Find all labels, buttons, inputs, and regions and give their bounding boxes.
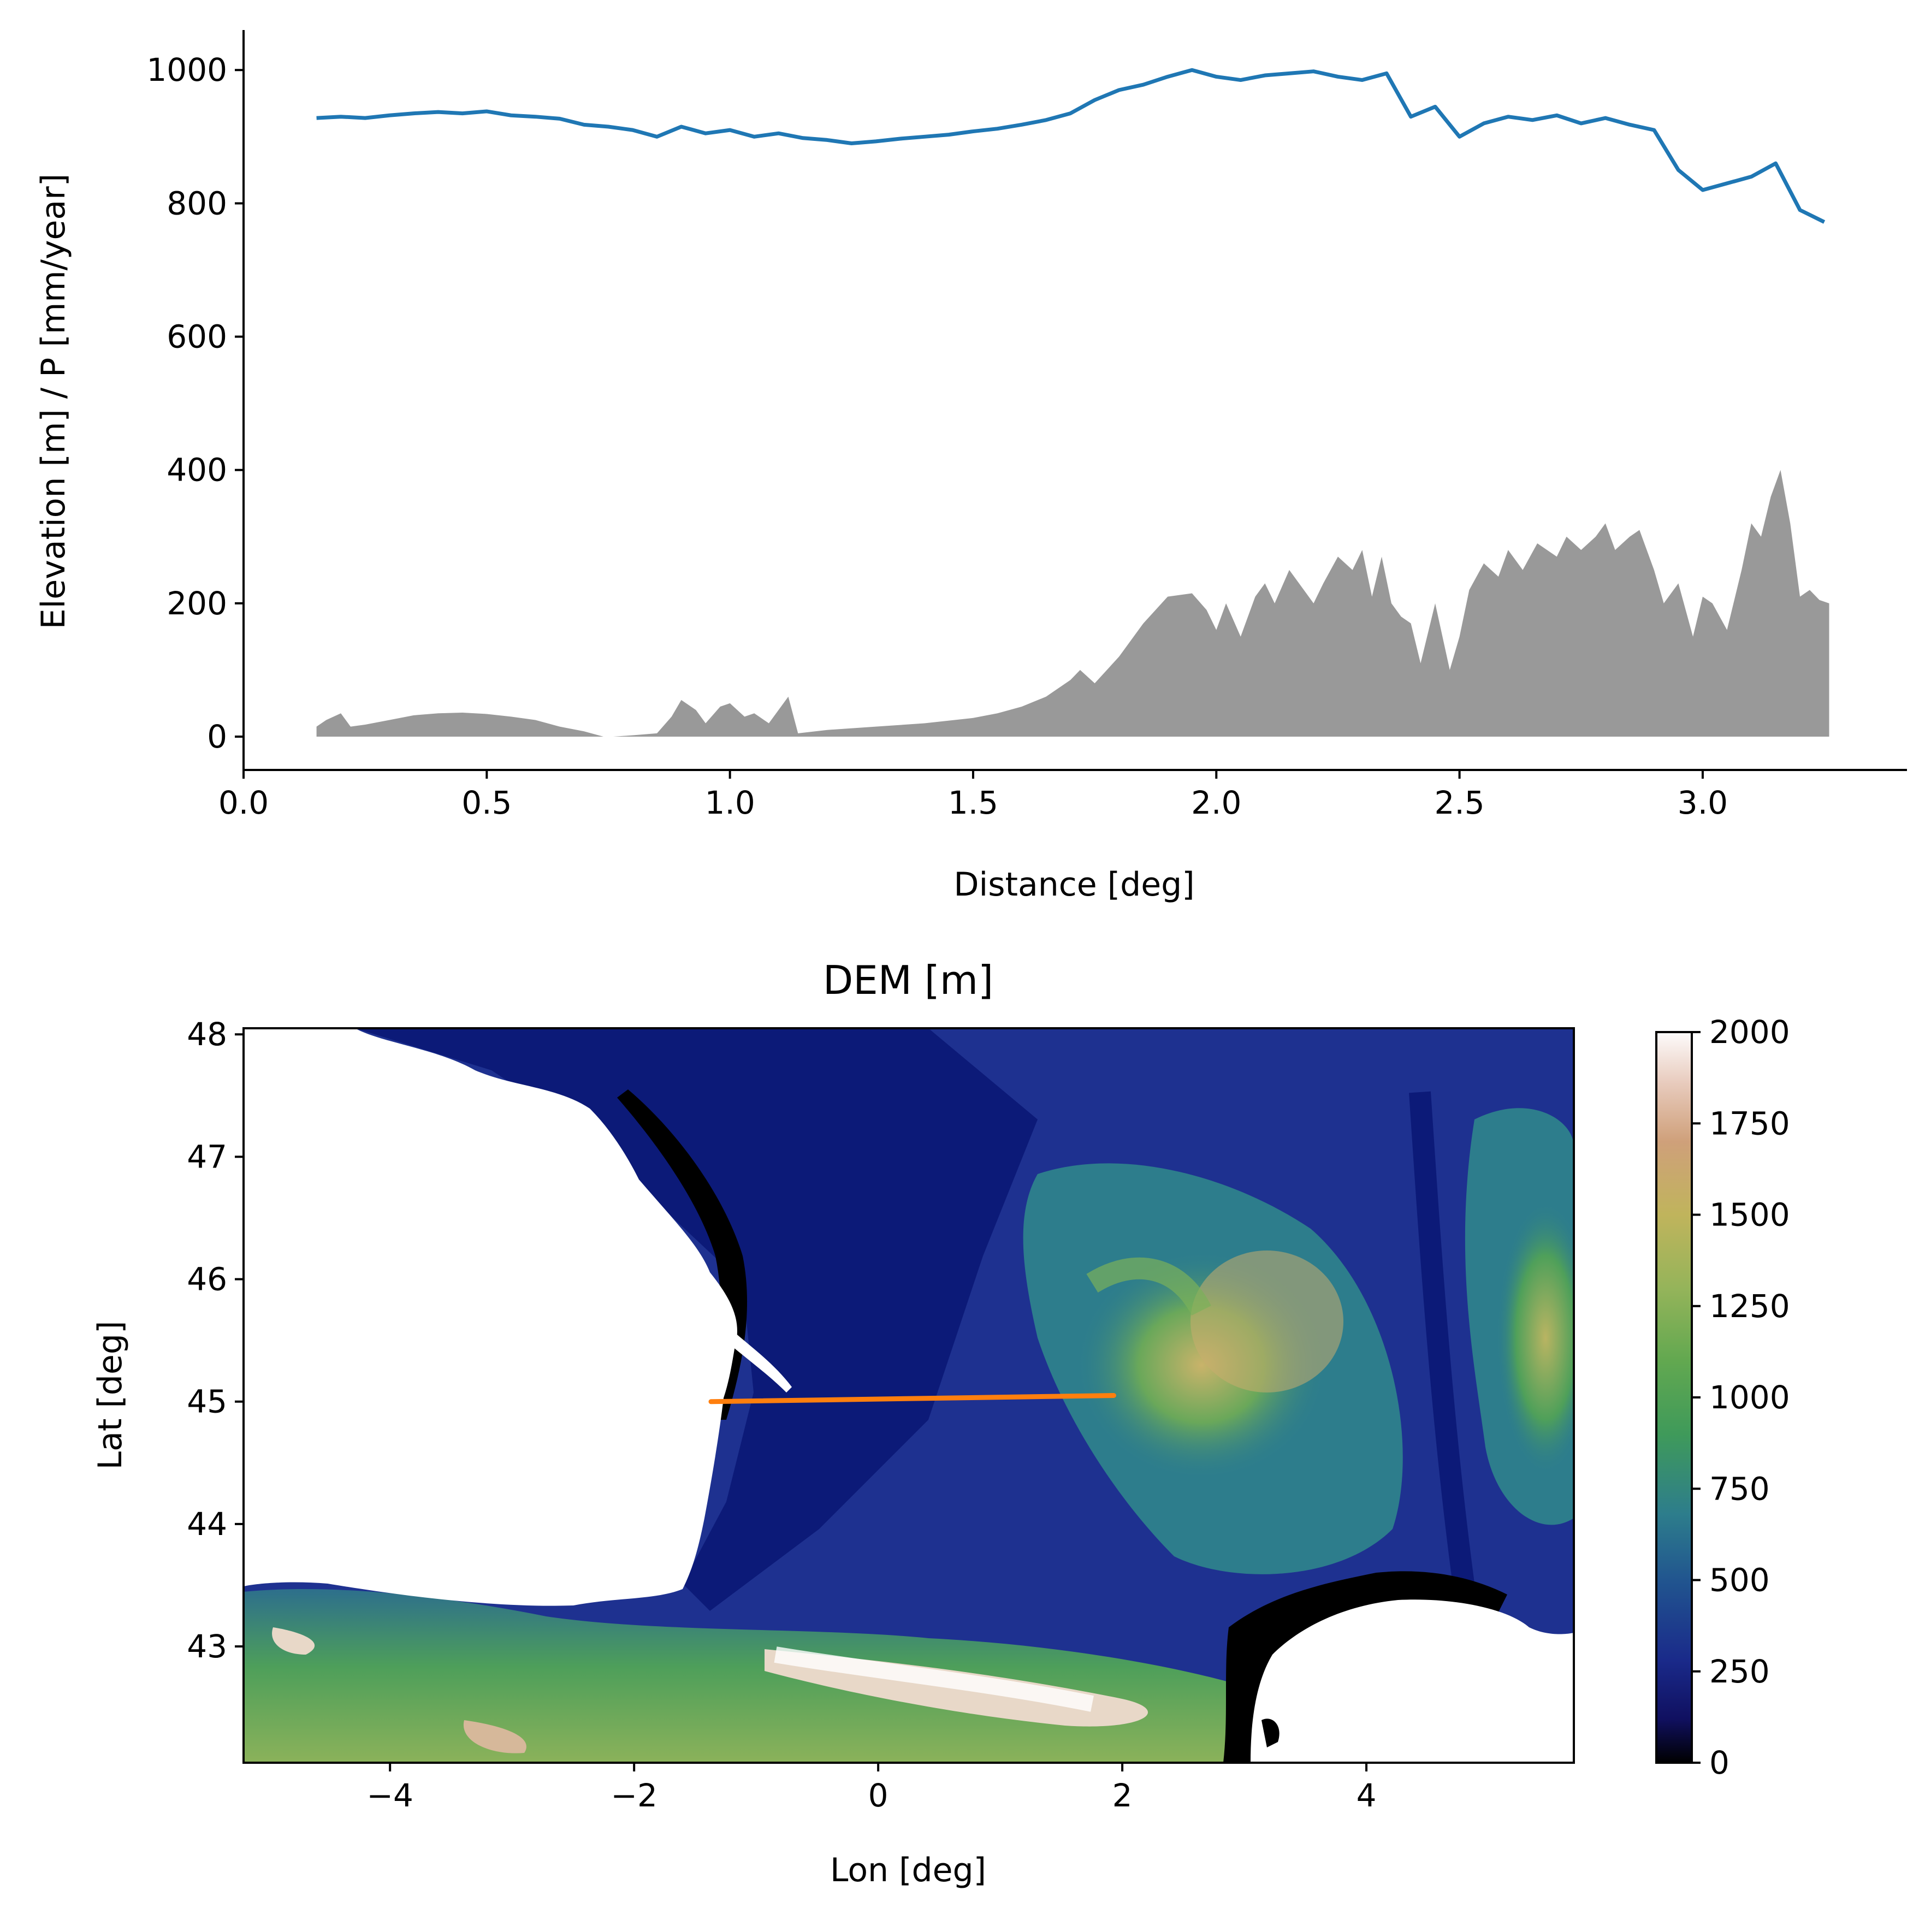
precipitation-line: [316, 68, 1826, 224]
y-tick-label: 800: [167, 185, 227, 222]
y-ticks: 0 200 400 600 800 1000: [146, 51, 244, 755]
y-axis-label: Elevation [m] / P [mm/year]: [34, 174, 73, 629]
lat-tick-label: 45: [187, 1383, 227, 1420]
lat-tick-label: 48: [187, 1016, 227, 1053]
x-axis-label: Distance [deg]: [953, 866, 1194, 904]
y-tick-label: 400: [167, 452, 227, 489]
lon-tick-label: −2: [611, 1777, 658, 1814]
colorbar-gradient: [1656, 1032, 1692, 1763]
lon-ticks: −4 −2 0 2 4: [366, 1763, 1377, 1814]
lat-tick-label: 47: [187, 1138, 227, 1175]
colorbar: 0 250 500 750 1000 1250 1500 1750 2000: [1655, 1014, 1790, 1781]
colorbar-tick-label: 1000: [1709, 1379, 1790, 1416]
x-tick-label: 1.5: [948, 784, 998, 821]
colorbar-tick-label: 1250: [1709, 1288, 1790, 1325]
elevation-area: [316, 470, 1829, 737]
x-ticks: 0.0 0.5 1.0 1.5 2.0 2.5 3.0: [218, 770, 1728, 821]
x-tick-label: 1.0: [705, 784, 755, 821]
dem-map: DEM [m]: [91, 957, 1790, 1889]
y-tick-label: 1000: [146, 51, 227, 88]
x-tick-label: 3.0: [1678, 784, 1728, 821]
lat-tick-label: 44: [187, 1506, 227, 1543]
lat-ticks: 43 44 45 46 47 48: [187, 1016, 244, 1665]
x-tick-label: 2.5: [1434, 784, 1484, 821]
x-tick-label: 0.0: [218, 784, 269, 821]
lon-tick-label: 2: [1112, 1777, 1133, 1814]
colorbar-tick-label: 500: [1709, 1562, 1770, 1599]
y-tick-label: 200: [167, 585, 227, 622]
profile-chart: 0.0 0.5 1.0 1.5 2.0 2.5 3.0 02004006008001000 …: [34, 30, 1907, 904]
colorbar-ticks: 0 250 500 750 1000 1250 1500 1750 2000: [1692, 1014, 1790, 1781]
colorbar-tick-label: 0: [1709, 1744, 1729, 1781]
colorbar-tick-label: 750: [1709, 1470, 1770, 1507]
y-tick-label: 0: [207, 718, 227, 755]
colorbar-tick-label: 1750: [1709, 1105, 1790, 1142]
y-tick-label: 600: [167, 318, 227, 355]
colorbar-tick-label: 250: [1709, 1653, 1770, 1690]
x-tick-label: 0.5: [461, 784, 512, 821]
lat-axis-label: Lat [deg]: [91, 1321, 129, 1470]
x-tick-label: 2.0: [1191, 784, 1241, 821]
colorbar-tick-label: 2000: [1709, 1014, 1790, 1051]
lon-axis-label: Lon [deg]: [830, 1851, 986, 1889]
lat-tick-label: 46: [187, 1261, 227, 1298]
dem-raster: [244, 1028, 1574, 1763]
transect-line: [708, 1393, 1116, 1404]
map-title: DEM [m]: [823, 957, 993, 1003]
lon-tick-label: 0: [868, 1777, 889, 1814]
map-frame: [242, 1027, 1575, 1764]
colorbar-tick-label: 1500: [1709, 1196, 1790, 1234]
lat-tick-label: 43: [187, 1628, 227, 1665]
lon-tick-label: 4: [1357, 1777, 1377, 1814]
lon-tick-label: −4: [366, 1777, 413, 1814]
